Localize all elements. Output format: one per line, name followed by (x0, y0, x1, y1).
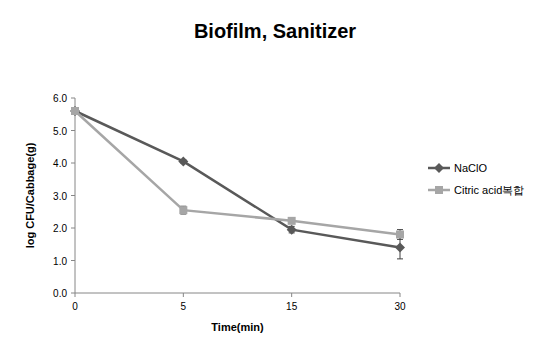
y-tick (71, 130, 75, 131)
x-tick-label: 5 (181, 301, 187, 312)
y-tick (71, 228, 75, 229)
error-bar (180, 206, 186, 214)
y-tick-label: 1.0 (53, 256, 67, 267)
error-cap (397, 239, 403, 240)
series-line (75, 111, 400, 235)
y-tick-label: 6.0 (53, 93, 67, 104)
marker (288, 217, 296, 225)
marker (71, 107, 79, 115)
marker (395, 243, 405, 253)
x-tick (75, 293, 76, 297)
marker (396, 231, 404, 239)
x-tick-label: 15 (286, 301, 298, 312)
x-tick (400, 293, 401, 297)
legend-entry: NaClO (428, 162, 487, 174)
y-tick (71, 195, 75, 196)
legend-label: Citric acid복합 (454, 184, 524, 196)
y-axis-label: log CFU/Cabbage(g) (24, 142, 36, 248)
y-tick (71, 260, 75, 261)
y-tick (71, 293, 75, 294)
legend-marker (435, 186, 443, 194)
legend-marker (434, 163, 444, 173)
marker (178, 156, 188, 166)
error-cap (397, 229, 403, 230)
error-bar (397, 230, 403, 240)
y-tick-label: 4.0 (53, 158, 67, 169)
y-tick (71, 163, 75, 164)
marker (70, 106, 80, 116)
x-tick-label: 0 (72, 301, 78, 312)
title: Biofilm, Sanitizer (194, 20, 356, 42)
y-tick-label: 3.0 (53, 191, 67, 202)
chart-container: Biofilm, Sanitizer 0.0 1.0 2.0 3.0 4.0 5.0 6.0 0… (0, 0, 558, 364)
error-cap (397, 258, 403, 259)
legend-entry: Citric acid복합 (428, 184, 524, 196)
x-axis (75, 293, 400, 294)
x-tick (183, 293, 184, 297)
chart-svg: Biofilm, Sanitizer 0.0 1.0 2.0 3.0 4.0 5.0 6.0 0… (0, 0, 558, 364)
x-tick (291, 293, 292, 297)
x-axis-label: Time(min) (211, 321, 264, 333)
y-tick-label: 2.0 (53, 223, 67, 234)
marker (179, 206, 187, 214)
x-tick-label: 30 (394, 301, 406, 312)
series-line (75, 111, 400, 248)
legend-label: NaClO (454, 162, 487, 174)
y-tick-label: 0.0 (53, 288, 67, 299)
plot-marks (70, 106, 405, 259)
marker (287, 225, 297, 235)
y-tick-label: 5.0 (53, 126, 67, 137)
y-tick (71, 98, 75, 99)
